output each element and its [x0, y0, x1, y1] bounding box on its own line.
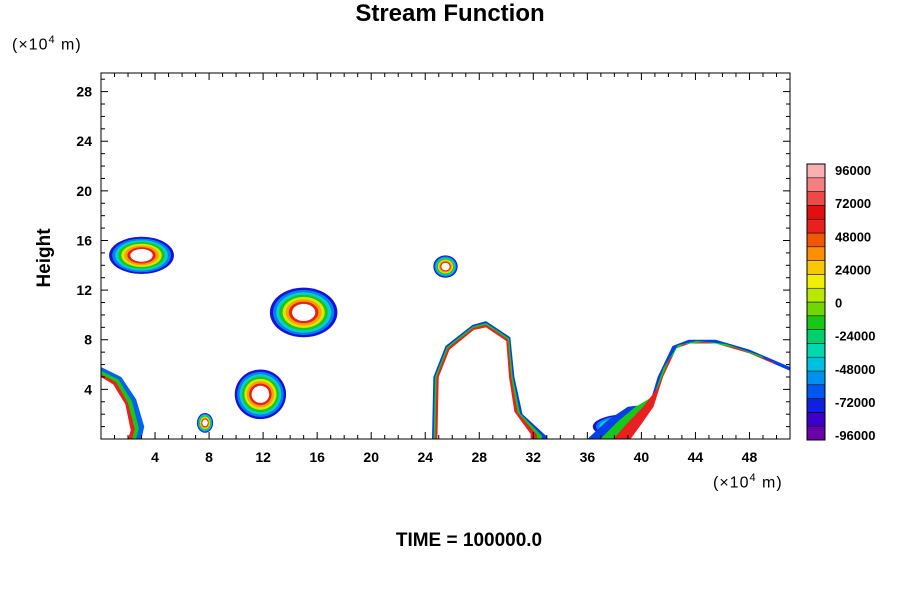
x-tick-label: 12	[255, 449, 271, 465]
colorbar-cell	[806, 343, 826, 358]
contour-feature	[433, 255, 458, 278]
colorbar-label: 96000	[835, 163, 871, 178]
x-tick-label: 8	[205, 449, 213, 465]
colorbar-cell	[806, 398, 826, 413]
colorbar-cell	[806, 260, 826, 275]
colorbar-cell	[806, 218, 826, 234]
colorbar-cell	[806, 370, 826, 386]
x-tick-label: 32	[526, 449, 542, 465]
contour-band	[202, 419, 208, 427]
contour-band	[130, 248, 153, 262]
contour-feature	[101, 367, 145, 439]
colorbar-cell	[806, 246, 826, 261]
y-tick-label: 24	[76, 133, 92, 149]
axis-ticks	[101, 73, 790, 439]
colorbar-cell	[806, 425, 826, 441]
contour-fields	[101, 236, 790, 439]
contour-feature	[269, 287, 338, 338]
y-axis-unit: (×104 m)	[12, 34, 82, 54]
contour-feature	[109, 236, 174, 274]
colorbar-cell	[806, 412, 826, 427]
x-tick-label: 48	[742, 449, 758, 465]
x-tick-label: 36	[580, 449, 596, 465]
contour-feature	[587, 339, 790, 439]
colorbar-cell	[806, 232, 826, 248]
y-tick-label: 8	[84, 332, 92, 348]
colorbar-cell	[806, 384, 826, 399]
time-label: TIME = 100000.0	[395, 530, 543, 551]
chart-title: Stream Function	[355, 0, 545, 27]
y-tick-labels: 4 8 12 16 20 24 28	[76, 84, 92, 398]
colorbar-label: -96000	[835, 428, 875, 443]
colorbar-cell	[806, 329, 826, 344]
y-tick-label: 28	[76, 84, 92, 100]
x-tick-label: 40	[634, 449, 650, 465]
colorbar-cell	[806, 205, 826, 220]
colorbar-cell	[806, 301, 826, 317]
colorbar-label: 72000	[835, 196, 871, 211]
contour-band	[441, 262, 450, 271]
y-tick-label: 16	[76, 232, 92, 248]
x-tick-label: 24	[417, 449, 433, 465]
plot-frame	[100, 72, 791, 440]
x-tick-label: 20	[363, 449, 379, 465]
x-tick-label: 16	[309, 449, 325, 465]
contour-feature	[431, 321, 547, 439]
y-tick-label: 4	[84, 381, 92, 397]
colorbar-label: 48000	[835, 229, 871, 244]
colorbar-label: 24000	[835, 262, 871, 277]
colorbar-cell	[806, 163, 826, 179]
x-tick-label: 44	[688, 449, 704, 465]
colorbar-cell	[806, 274, 826, 289]
colorbar-label: -48000	[835, 362, 875, 377]
contour-feature	[196, 412, 214, 433]
contour-band	[630, 343, 790, 439]
contour-feature	[234, 369, 287, 420]
y-tick-label: 20	[76, 183, 92, 199]
contour-band	[292, 303, 316, 321]
colorbar-cell	[806, 177, 826, 192]
contour-band	[437, 327, 531, 439]
contour-band	[251, 385, 270, 403]
x-tick-label: 28	[471, 449, 487, 465]
colorbar-cell	[806, 287, 826, 303]
x-tick-label: 4	[151, 449, 159, 465]
x-axis-unit: (×104 m)	[713, 472, 783, 492]
contour-band	[101, 376, 131, 439]
colorbar-label: -72000	[835, 395, 875, 410]
y-axis-label: Height	[34, 228, 55, 288]
colorbar-label: -24000	[835, 329, 875, 344]
colorbar: 96000 72000 48000 24000 0 -24000 -48000 -72000 -…	[806, 163, 875, 443]
colorbar-frame	[806, 163, 826, 441]
colorbar-cell	[806, 356, 826, 372]
y-tick-label: 12	[76, 282, 92, 298]
x-tick-labels: 4 8 12 16 20 24 28 32 36 40 44 48	[151, 449, 757, 465]
colorbar-cell	[806, 191, 826, 206]
colorbar-label: 0	[835, 296, 842, 311]
colorbar-cell	[806, 315, 826, 330]
